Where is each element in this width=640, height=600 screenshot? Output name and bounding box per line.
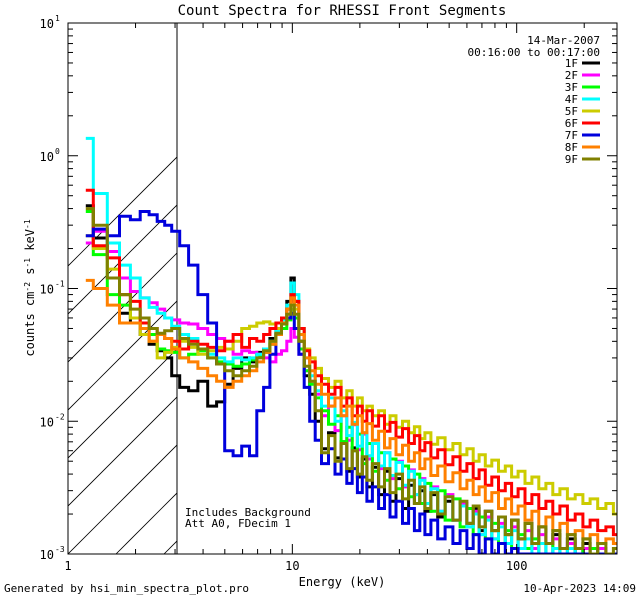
header-annotation: 00:16:00 to 00:17:00	[468, 46, 600, 59]
y-tick-label: 10	[40, 548, 54, 562]
chart-title: Count Spectra for RHESSI Front Segments	[178, 3, 507, 19]
legend-label-4F: 4F	[565, 93, 578, 106]
hatch-line	[68, 396, 177, 507]
y-label-part: counts cm	[23, 292, 37, 357]
legend-label-8F: 8F	[565, 141, 578, 154]
y-label-part: s	[23, 268, 37, 282]
legend-label-6F: 6F	[565, 117, 578, 130]
y-tick-exponent: -2	[55, 412, 65, 421]
series-line-6F	[85, 188, 617, 537]
generated-timestamp: 10-Apr-2023 14:09	[523, 582, 636, 595]
y-label-exponent: -2	[23, 282, 32, 292]
x-axis-label: Energy (keV)	[299, 575, 386, 589]
plot-frame	[67, 22, 618, 555]
y-tick-label: 10	[40, 150, 54, 164]
series-line-9F	[85, 207, 617, 554]
x-tick-label: 100	[506, 559, 528, 573]
y-label-exponent: -1	[23, 258, 32, 268]
legend-label-2F: 2F	[565, 69, 578, 82]
y-tick-exponent: 0	[55, 147, 60, 156]
header-annotation: 14-Mar-2007	[527, 34, 600, 47]
hatch-line	[548, 23, 640, 554]
y-tick-label: 10	[40, 17, 54, 31]
y-label-part: keV	[23, 229, 37, 258]
series-line-4F	[85, 136, 617, 554]
plot-note: Includes Background	[185, 506, 311, 519]
y-tick-exponent: -3	[55, 545, 65, 554]
hatch-line	[260, 23, 640, 554]
legend-label-7F: 7F	[565, 129, 578, 142]
legend-label-3F: 3F	[565, 81, 578, 94]
y-label-exponent: -1	[23, 219, 32, 229]
legend-label-9F: 9F	[565, 153, 578, 166]
series-line-7F	[85, 210, 617, 554]
series-line-8F	[85, 278, 617, 545]
hatch-line	[404, 23, 640, 554]
plot-note: Att A0, FDecim 1	[185, 517, 291, 530]
x-tick-label: 1	[64, 559, 71, 573]
legend-label-1F: 1F	[565, 57, 578, 70]
legend-label-5F: 5F	[565, 105, 578, 118]
y-tick-label: 10	[40, 415, 54, 429]
generated-by-label: Generated by hsi_min_spectra_plot.pro	[4, 582, 250, 595]
hatch-line	[68, 444, 177, 554]
y-axis-label: counts cm-2 s-1 keV-1	[23, 219, 38, 356]
y-tick-exponent: 1	[55, 14, 60, 23]
series-group	[85, 136, 617, 554]
y-tick-label: 10	[40, 283, 54, 297]
y-tick-exponent: -1	[55, 280, 65, 289]
x-tick-label: 10	[285, 559, 299, 573]
hatch-line	[596, 23, 640, 554]
